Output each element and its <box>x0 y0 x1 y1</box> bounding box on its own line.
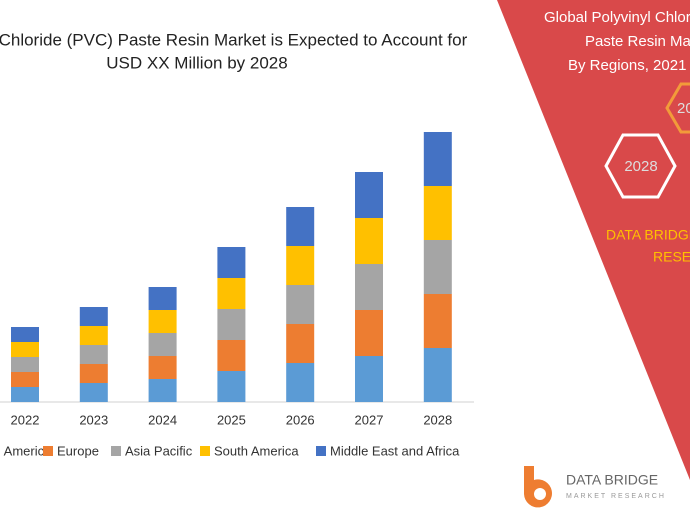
bar-segment <box>355 356 383 402</box>
bar-segment <box>148 287 177 310</box>
bar-segment <box>11 372 39 387</box>
bar-segment <box>286 246 315 285</box>
bar-segment <box>79 345 108 364</box>
bar-segment <box>79 307 108 326</box>
chart-title: USD XX Million by 2028 <box>106 53 287 72</box>
logo-subtext: MARKET RESEARCH <box>566 493 666 500</box>
panel-title: By Regions, 2021 to 2028 <box>568 57 690 74</box>
x-tick-label: 2023 <box>79 412 108 427</box>
chart-title: Polyvinyl Chloride (PVC) Paste Resin Mar… <box>0 30 468 49</box>
panel-brand: DATA BRIDGE MARKET <box>606 227 690 243</box>
bar-segment <box>11 357 39 372</box>
logo-text: DATA BRIDGE <box>566 472 658 488</box>
bar-segment <box>286 207 315 246</box>
hexagon <box>665 82 690 134</box>
legend-label: South America <box>214 443 299 458</box>
bar-segment <box>286 324 315 363</box>
bar-segment <box>423 132 452 186</box>
legend-label: Middle East and Africa <box>330 443 460 458</box>
bar-segment <box>79 383 108 402</box>
legend-swatch <box>111 446 121 456</box>
hexagon-label: 2028 <box>624 158 657 175</box>
x-tick-label: 2027 <box>355 412 384 427</box>
x-tick-label: 2025 <box>217 412 246 427</box>
logo-icon <box>524 466 552 508</box>
bar-segment <box>423 294 452 348</box>
bar-segment <box>217 340 246 371</box>
x-tick-label: 2022 <box>11 412 40 427</box>
bar-segment <box>286 363 315 402</box>
panel-brand: RESEARCH <box>653 249 690 265</box>
bar-segment <box>355 310 383 356</box>
bar-segment <box>423 348 452 402</box>
bar-segment <box>355 218 383 264</box>
legend-label: Asia Pacific <box>125 443 193 458</box>
side-panel <box>497 0 690 480</box>
bar-segment <box>79 364 108 383</box>
x-tick-label: 2024 <box>148 412 177 427</box>
bar-segment <box>423 186 452 240</box>
hexagon <box>604 133 677 199</box>
bar-segment <box>217 371 246 402</box>
bar-segment <box>148 310 177 333</box>
bar-segment <box>148 379 177 402</box>
bar-segment <box>217 247 246 278</box>
bar-segment <box>423 240 452 294</box>
bar-segment <box>217 309 246 340</box>
logo-icon <box>534 488 546 500</box>
bar-segment <box>148 333 177 356</box>
bar-segment <box>11 327 39 342</box>
bar-segment <box>148 356 177 379</box>
legend-label: Europe <box>57 443 99 458</box>
x-tick-label: 2028 <box>423 412 452 427</box>
bar-segment <box>286 285 315 324</box>
panel-title: Paste Resin Market, <box>585 33 690 50</box>
legend-swatch <box>200 446 210 456</box>
x-tick-label: 2026 <box>286 412 315 427</box>
bar-segment <box>355 264 383 310</box>
bar-segment <box>355 172 383 218</box>
bar-segment <box>79 326 108 345</box>
legend-swatch <box>316 446 326 456</box>
panel-title: Global Polyvinyl Chloride (PVC) <box>544 9 690 26</box>
bar-segment <box>11 387 39 402</box>
hexagon-label: 2021 <box>677 100 690 117</box>
legend-swatch <box>43 446 53 456</box>
bar-segment <box>11 342 39 357</box>
bar-segment <box>217 278 246 309</box>
legend-label: North America <box>0 443 52 458</box>
